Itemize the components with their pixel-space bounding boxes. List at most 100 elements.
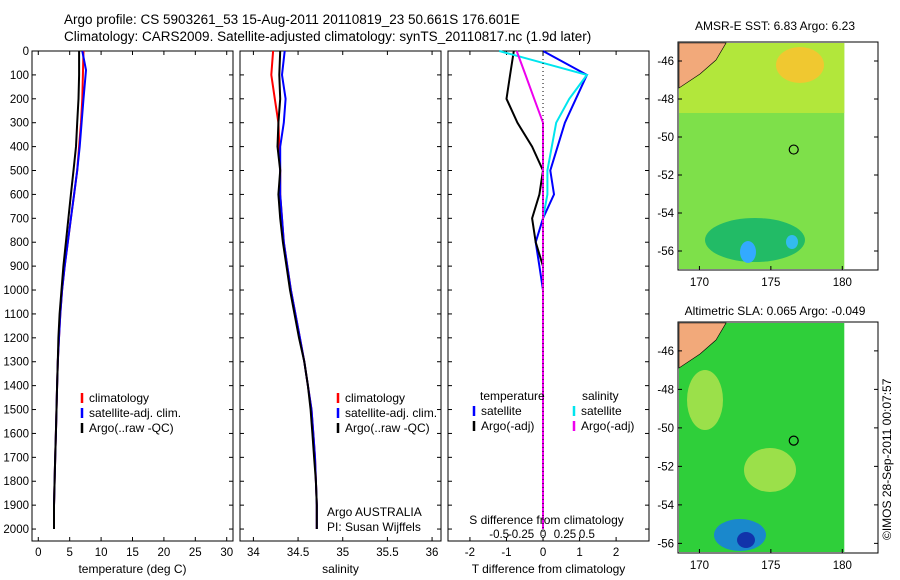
temperature-ytick-label: 600 xyxy=(10,189,29,201)
footer-stamp: ©IMOS 28-Sep-2011 00:07:57 xyxy=(880,378,894,540)
differences-stick-label: 0.25 xyxy=(554,529,576,541)
temperature-ytick-label: 1200 xyxy=(3,333,29,345)
temperature-plot-frame xyxy=(31,50,234,542)
temperature-xtick-label: 30 xyxy=(220,547,233,559)
differences-xlabel2: S difference from climatology xyxy=(469,513,624,527)
temperature-ytick-label: 2000 xyxy=(3,524,29,536)
temperature-legend-label: satellite-adj. clim. xyxy=(89,406,181,420)
sst-map-ytick-label: -52 xyxy=(657,170,674,182)
differences-xtick-label: 2 xyxy=(613,547,619,559)
salinity-annotation-2: PI: Susan Wijffels xyxy=(327,520,421,534)
temperature-legend-label: climatology xyxy=(89,391,149,405)
sst-map-ytick-label: -46 xyxy=(657,56,674,68)
temperature-ytick-label: 1600 xyxy=(3,428,29,440)
salinity-xlabel: salinity xyxy=(322,562,359,576)
sst-map-xtick-label: 175 xyxy=(761,277,780,289)
sla-map-ytick-label: -56 xyxy=(657,538,674,550)
temperature-xtick-label: 15 xyxy=(126,547,139,559)
sla-high-patch xyxy=(744,448,796,492)
salinity-xtick-label: 34 xyxy=(247,547,260,559)
differences-legend-label: Argo(-adj) xyxy=(581,419,634,433)
sla-map-xtick-label: 180 xyxy=(833,560,852,572)
sst-warm-patch xyxy=(776,47,824,83)
temperature-xtick-label: 0 xyxy=(35,547,41,559)
sla-map-image xyxy=(679,323,845,552)
sst-map-ytick-label: -56 xyxy=(657,246,674,258)
sla-map-ytick-label: -50 xyxy=(657,423,674,435)
differences-legend-label: satellite xyxy=(481,404,522,418)
sla-low-core xyxy=(737,532,755,548)
sst-cold-spot xyxy=(740,241,756,263)
sst-cold-spot xyxy=(786,235,798,249)
salinity-legend-label: Argo(..raw -QC) xyxy=(345,421,430,435)
temperature-ytick-label: 1100 xyxy=(4,309,29,321)
salinity-legend-label: climatology xyxy=(345,391,405,405)
differences-stick-label: -0.25 xyxy=(508,529,534,541)
temperature-xtick-label: 25 xyxy=(189,547,202,559)
differences-xtick-label: -1 xyxy=(501,547,511,559)
header-line-2: Climatology: CARS2009. Satellite-adjuste… xyxy=(64,29,592,44)
sla-argo-marker xyxy=(788,435,799,446)
temperature-ytick-label: 1800 xyxy=(3,476,29,488)
temperature-ytick-label: 500 xyxy=(10,166,29,178)
sst-map-ytick-label: -50 xyxy=(657,132,674,144)
salinity-xtick-label: 35.5 xyxy=(376,547,398,559)
temperature-ytick-label: 0 xyxy=(23,46,29,58)
sla-map-ytick-label: -46 xyxy=(657,346,674,358)
differences-xtick-label: -2 xyxy=(465,547,475,559)
salinity-series-argorawqc xyxy=(276,50,318,529)
sla-map-ytick-label: -54 xyxy=(657,500,674,512)
temperature-ytick-label: 200 xyxy=(10,94,29,106)
differences-legend-title-temperature: temperature xyxy=(480,389,545,403)
differences-xtick-label: 1 xyxy=(576,547,582,559)
sla-map-land xyxy=(678,322,727,369)
sst-map-ytick-label: -54 xyxy=(657,208,674,220)
temperature-ytick-label: 900 xyxy=(10,261,29,273)
differences-xlabel: T difference from climatology xyxy=(472,562,626,576)
temperature-ytick-label: 700 xyxy=(10,213,29,225)
sla-high-patch xyxy=(687,370,723,430)
sla-map-ytick-label: -52 xyxy=(657,461,674,473)
salinity-annotation-1: Argo AUSTRALIA xyxy=(327,505,422,519)
sst-map-xtick-label: 170 xyxy=(690,277,709,289)
sst-map-land xyxy=(678,42,727,89)
temperature-xlabel: temperature (deg C) xyxy=(78,562,186,576)
temperature-ytick-label: 1300 xyxy=(3,357,29,369)
differences-legend-title-salinity: salinity xyxy=(582,389,619,403)
sla-map-xtick-label: 170 xyxy=(690,560,709,572)
sla-map-xtick-label: 175 xyxy=(761,560,780,572)
temperature-ytick-label: 300 xyxy=(10,118,29,130)
sst-map-ytick-label: -48 xyxy=(657,94,674,106)
temperature-ytick-label: 1900 xyxy=(3,500,29,512)
temperature-series-argorawqc xyxy=(53,51,81,529)
sla-map-field xyxy=(679,323,845,552)
temperature-xtick-label: 20 xyxy=(158,547,171,559)
differences-plot-frame xyxy=(447,50,650,542)
salinity-xtick-label: 36 xyxy=(426,547,439,559)
differences-legend-label: Argo(-adj) xyxy=(481,419,534,433)
temperature-xtick-label: 5 xyxy=(66,547,72,559)
sla-map-title: Altimetric SLA: 0.065 Argo: -0.049 xyxy=(685,304,866,318)
temperature-ytick-label: 800 xyxy=(10,237,29,249)
salinity-xtick-label: 34.5 xyxy=(287,547,309,559)
header-line-1: Argo profile: CS 5903261_53 15-Aug-2011 … xyxy=(64,12,520,27)
temperature-ytick-label: 1700 xyxy=(3,452,29,464)
temperature-ytick-label: 1500 xyxy=(3,405,29,417)
sla-map-ytick-label: -48 xyxy=(657,384,674,396)
temperature-ytick-label: 100 xyxy=(10,70,29,82)
sst-map-image xyxy=(679,43,845,269)
differences-stick-label: 0.5 xyxy=(579,529,595,541)
salinity-legend-label: satellite-adj. clim. xyxy=(345,406,437,420)
sst-argo-marker xyxy=(788,144,799,155)
sst-cool-patch xyxy=(705,218,805,262)
salinity-plot-frame xyxy=(239,50,442,542)
temperature-xtick-label: 10 xyxy=(95,547,108,559)
sst-map-xtick-label: 180 xyxy=(833,277,852,289)
sst-map-title: AMSR-E SST: 6.83 Argo: 6.23 xyxy=(695,19,855,33)
temperature-ytick-label: 400 xyxy=(10,142,29,154)
differences-stick-label: -0.5 xyxy=(489,529,509,541)
differences-xtick-label: 0 xyxy=(540,547,546,559)
differences-series-argoadj xyxy=(515,50,544,529)
temperature-ytick-label: 1000 xyxy=(3,285,29,297)
